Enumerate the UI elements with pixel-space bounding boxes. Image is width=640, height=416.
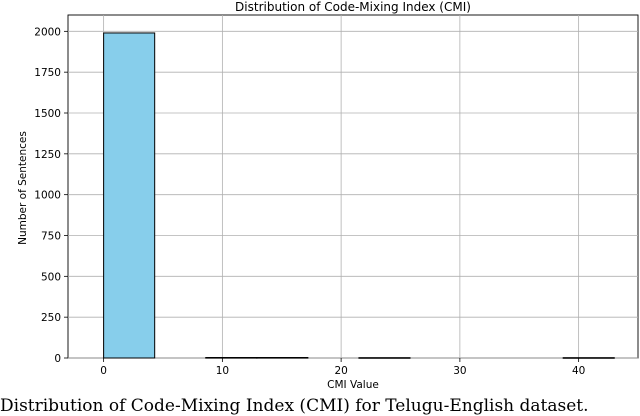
histogram-bar (562, 357, 615, 359)
y-tick-label: 1000 (34, 190, 61, 202)
x-tick-label: 30 (453, 365, 466, 377)
x-tick-label: 20 (334, 365, 347, 377)
y-tick-label: 750 (41, 231, 61, 243)
y-axis-label: Number of Sentences (17, 131, 29, 245)
axis-ticks: 0 10 20 30 40 0 250 500 750 1000 1250 1500 1750 2000 (34, 26, 585, 377)
y-tick-label: 1250 (34, 149, 61, 161)
histogram-bar (103, 32, 156, 359)
histogram-bar (256, 357, 309, 359)
x-tick-label: 0 (100, 365, 107, 377)
y-tick-label: 500 (41, 271, 61, 283)
histogram-bars (103, 32, 615, 359)
cmi-histogram: Distribution of Code-Mixing Index (CMI) … (17, 0, 639, 391)
y-tick-label: 250 (41, 312, 61, 324)
x-tick-label: 40 (572, 365, 585, 377)
grid-lines (68, 15, 638, 359)
y-tick-label: 1500 (34, 108, 61, 120)
histogram-bar (358, 357, 411, 359)
y-tick-label: 0 (54, 353, 61, 365)
x-tick-label: 10 (216, 365, 229, 377)
histogram-bar (205, 357, 258, 359)
y-tick-label: 2000 (34, 26, 61, 38)
figure-caption: Distribution of Code-Mixing Index (CMI) … (0, 396, 589, 416)
chart-title: Distribution of Code-Mixing Index (CMI) (235, 0, 471, 14)
x-axis-label: CMI Value (327, 379, 379, 391)
y-tick-label: 1750 (34, 67, 61, 79)
